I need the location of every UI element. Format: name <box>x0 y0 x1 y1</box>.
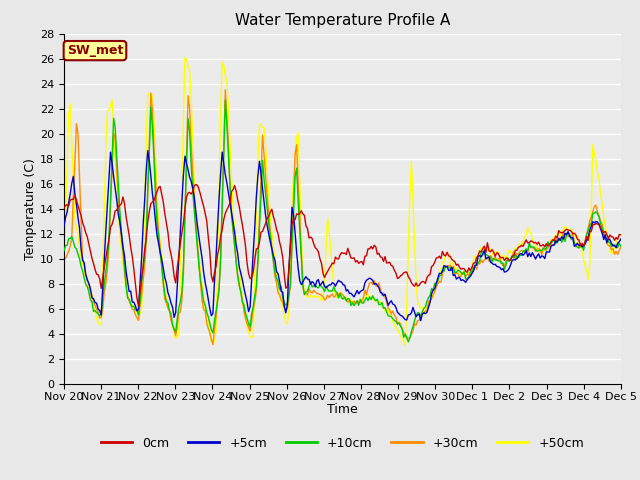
Y-axis label: Temperature (C): Temperature (C) <box>24 158 37 260</box>
X-axis label: Time: Time <box>327 403 358 416</box>
Legend: 0cm, +5cm, +10cm, +30cm, +50cm: 0cm, +5cm, +10cm, +30cm, +50cm <box>96 432 589 455</box>
Title: Water Temperature Profile A: Water Temperature Profile A <box>235 13 450 28</box>
Text: SW_met: SW_met <box>67 44 123 57</box>
